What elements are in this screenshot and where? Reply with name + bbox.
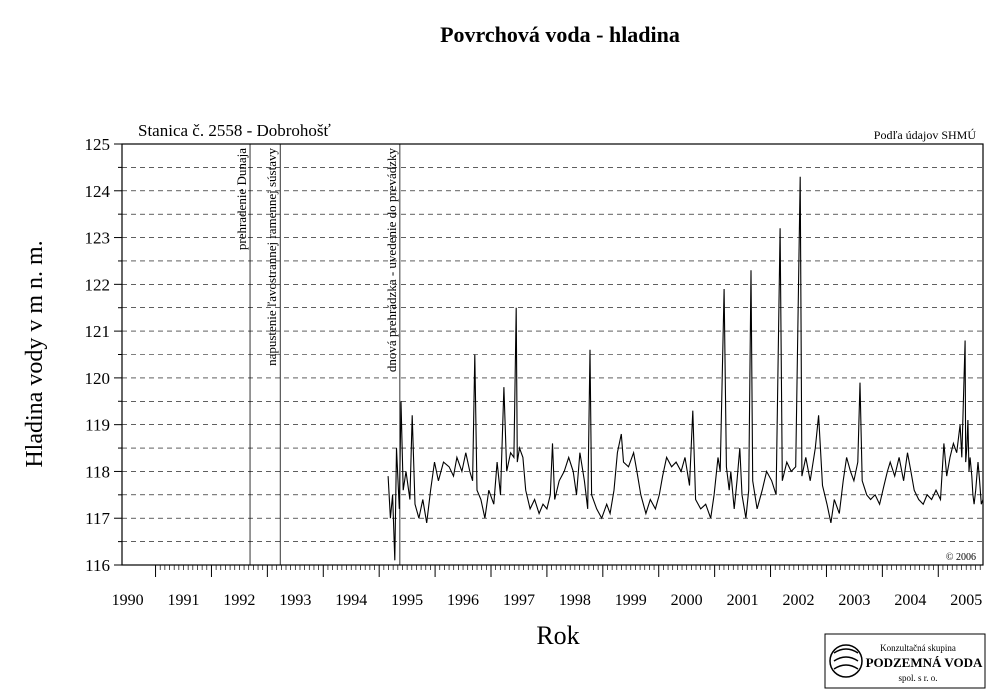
x-tick-label: 2004 xyxy=(894,592,926,609)
y-axis-label: Hladina vody v m n. m. xyxy=(22,240,48,467)
x-tick-label: 2000 xyxy=(671,592,703,609)
x-tick-label: 1997 xyxy=(503,592,535,609)
y-tick-label: 121 xyxy=(85,322,111,341)
x-tick-label: 2005 xyxy=(950,592,982,609)
y-tick-label: 118 xyxy=(85,462,110,481)
logo-frame xyxy=(824,633,986,689)
x-axis-label: Rok xyxy=(536,621,579,650)
y-tick-label: 125 xyxy=(85,135,111,154)
x-tick-label: 2002 xyxy=(783,592,815,609)
y-tick-label: 123 xyxy=(85,229,111,248)
logo-line: PODZEMNÁ VODA xyxy=(866,655,983,670)
x-tick-label: 2003 xyxy=(838,592,870,609)
plot-frame xyxy=(121,143,984,566)
data-line xyxy=(387,176,984,561)
x-tick-label: 1995 xyxy=(391,592,423,609)
y-tick-label: 120 xyxy=(85,369,111,388)
x-tick-label: 1993 xyxy=(279,592,311,609)
x-tick-label: 2001 xyxy=(727,592,759,609)
x-tick-label: 1994 xyxy=(335,592,367,609)
logo: Konzultačná skupina PODZEMNÁ VODA spol. … xyxy=(824,633,986,689)
x-tick-label: 1999 xyxy=(615,592,647,609)
logo-line: spol. s r. o. xyxy=(898,673,937,683)
y-tick-label: 122 xyxy=(85,275,111,294)
copyright: © 2006 xyxy=(946,552,976,563)
subtitle: Stanica č. 2558 - Dobrohošť xyxy=(138,121,331,140)
x-tick-label: 1998 xyxy=(559,592,591,609)
x-tick-label: 1991 xyxy=(168,592,200,609)
logo-icon xyxy=(829,644,863,678)
chart-title: Povrchová voda - hladina xyxy=(440,22,680,47)
event-label: dnová prehrádzka - uvedenie do prevádzky xyxy=(384,148,399,373)
source-note: Podľa údajov SHMÚ xyxy=(874,128,977,142)
y-tick-label: 116 xyxy=(85,556,110,575)
y-tick-label: 117 xyxy=(85,509,110,528)
event-label: prehradenie Dunaja xyxy=(234,148,249,250)
x-tick-label: 1990 xyxy=(112,592,144,609)
y-tick-label: 124 xyxy=(85,182,111,201)
x-tick-label: 1996 xyxy=(447,592,479,609)
logo-line: Konzultačná skupina xyxy=(880,643,956,653)
x-tick-label: 1992 xyxy=(223,592,255,609)
event-label: napustenie ľavostrannej ramennej sústavy xyxy=(264,148,279,366)
y-tick-label: 119 xyxy=(85,416,110,435)
